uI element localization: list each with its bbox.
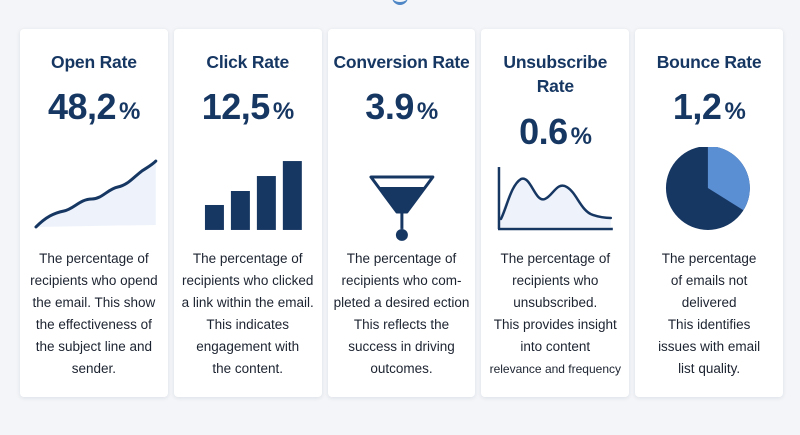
card-open-rate: Open Rate 48,2% The percentage of recipi… — [20, 29, 168, 397]
description-line: sender. — [71, 361, 117, 376]
card-title: Click Rate — [206, 52, 289, 72]
line-chart-icon — [34, 159, 158, 229]
card-bounce-rate: Bounce Rate 1,2% The percentage of email… — [635, 29, 783, 397]
description-line: into content — [520, 339, 591, 354]
metric-value: 0.6% — [481, 112, 629, 157]
description-line: The percentage of — [346, 251, 457, 266]
description-line: The percentage of — [39, 251, 149, 266]
top-accent-decoration — [392, 0, 408, 5]
card-description: The percentage of emails not delivered T… — [637, 248, 781, 380]
metrics-row: Open Rate 48,2% The percentage of recipi… — [20, 29, 783, 397]
description-line: recipients who clicked — [182, 273, 314, 288]
description-line: recipients who — [512, 273, 599, 288]
card-description: The percentage of recipients who com- pl… — [330, 248, 474, 380]
description-line: This provides insight — [493, 317, 617, 332]
card-title: Open Rate — [51, 52, 137, 72]
description-line: issues with email — [658, 339, 761, 354]
metric-value: 3.9% — [328, 87, 476, 132]
description-line: This reflects the — [353, 317, 450, 332]
description-line: outcomes. — [370, 361, 433, 376]
description-line: of emails not — [670, 273, 748, 288]
metric-number: 0.6 — [519, 111, 568, 152]
description-line: the email. This show — [32, 295, 156, 310]
card-title: Bounce Rate — [656, 52, 762, 72]
metric-unit: % — [724, 98, 746, 125]
wave-chart-icon — [498, 167, 614, 231]
pie-chart-icon — [666, 147, 751, 230]
description-line: relevance and frequency — [489, 362, 621, 376]
description-line: a link within the email. — [181, 295, 314, 310]
metric-unit: % — [119, 98, 140, 125]
metric-unit: % — [570, 123, 592, 150]
description-line: the effectiveness of — [35, 317, 152, 332]
metric-unit: % — [272, 98, 294, 125]
card-conversion-rate: Conversion Rate 3.9% The percentage of r… — [327, 29, 476, 397]
description-line: list quality. — [678, 361, 741, 376]
description-line: unsubscribed. — [513, 295, 598, 310]
card-title-line: Rate — [536, 76, 574, 96]
card-title-line: Unsubscribe — [503, 52, 608, 72]
metric-number: 3.9 — [365, 86, 414, 127]
metric-value: 48,2% — [20, 87, 168, 132]
metric-number: 48,2 — [47, 86, 117, 127]
metric-value: 12,5% — [174, 87, 322, 132]
card-title: Conversion Rate — [333, 52, 470, 72]
description-line: The percentage — [661, 251, 757, 266]
card-description: The percentage of recipients who opend t… — [22, 248, 166, 380]
card-unsubscribe-rate: Unsubscribe Rate 0.6% The percentage of … — [481, 29, 630, 397]
description-line: the subject line and — [35, 339, 153, 354]
description-line: The percentage of — [192, 251, 303, 266]
funnel-icon — [369, 175, 434, 241]
description-line: pleted a desired ection — [333, 295, 470, 310]
card-description: The percentage of recipients who unsubsc… — [483, 248, 627, 380]
metric-unit: % — [416, 98, 438, 125]
description-line: delivered — [681, 295, 737, 310]
card-description: The percentage of recipients who clicked… — [176, 248, 320, 380]
description-line: This identifies — [667, 317, 751, 332]
card-title: Unsubscribe Rate — [481, 50, 629, 98]
bar-chart-icon — [204, 161, 302, 230]
description-line: This indicates — [206, 317, 289, 332]
card-click-rate: Click Rate 12,5% The percentage of recip… — [173, 29, 322, 397]
description-line: success in driving — [348, 339, 455, 354]
description-line: recipients who opend — [30, 273, 158, 288]
description-line: The percentage of — [500, 251, 611, 266]
metric-number: 12,5 — [201, 86, 271, 127]
description-line: recipients who com- — [341, 273, 462, 288]
description-line: engagement with — [196, 339, 300, 354]
metric-value: 1,2% — [635, 87, 783, 132]
description-line: the content. — [212, 361, 283, 376]
metric-number: 1,2 — [672, 86, 722, 127]
